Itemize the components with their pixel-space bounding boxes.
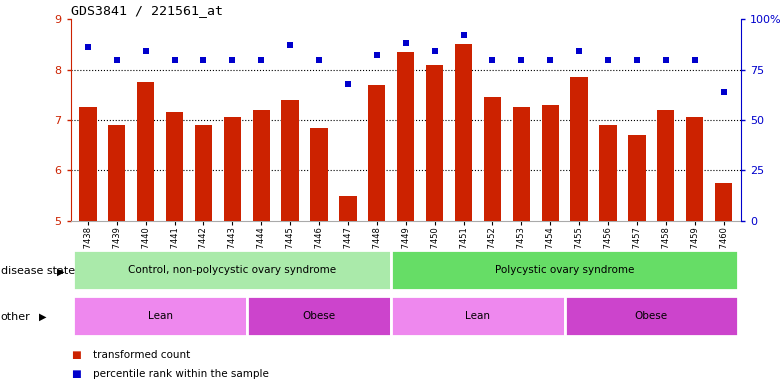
Point [371,53,383,59]
Point [428,48,441,55]
Point [140,48,152,55]
Text: ▶: ▶ [39,312,47,322]
Bar [628,135,645,221]
Text: Lean: Lean [466,311,491,321]
Point [601,56,614,63]
Bar [599,125,617,221]
Text: ■: ■ [71,350,80,360]
Text: ■: ■ [71,369,80,379]
Bar [74,250,391,290]
Point [255,56,267,63]
Point [717,89,730,95]
Point [573,48,586,55]
Bar [426,65,443,221]
Bar [339,195,357,221]
Text: Obese: Obese [635,311,668,321]
Bar [657,110,674,221]
Point [486,56,499,63]
Bar [368,85,386,221]
Bar [310,127,328,221]
Point [198,56,210,63]
Point [688,56,701,63]
Point [457,32,470,38]
Point [515,56,528,63]
Bar [391,296,564,336]
Bar [74,296,247,336]
Bar [247,296,391,336]
Point [226,56,238,63]
Bar [223,118,241,221]
Text: percentile rank within the sample: percentile rank within the sample [93,369,268,379]
Bar [108,125,125,221]
Text: ▶: ▶ [57,266,65,276]
Text: other: other [1,312,31,322]
Bar [281,100,299,221]
Bar [564,296,738,336]
Text: transformed count: transformed count [93,350,190,360]
Bar [166,113,183,221]
Bar [137,82,154,221]
Point [169,56,181,63]
Point [111,56,123,63]
Point [82,45,94,51]
Bar [686,118,703,221]
Bar [455,45,472,221]
Point [399,40,412,46]
Bar [571,77,588,221]
Point [659,56,672,63]
Bar [484,97,501,221]
Point [284,42,296,48]
Text: Obese: Obese [303,311,336,321]
Bar [252,110,270,221]
Text: disease state: disease state [1,266,75,276]
Bar [715,183,732,221]
Bar [513,108,530,221]
Text: Lean: Lean [147,311,172,321]
Point [544,56,557,63]
Bar [194,125,212,221]
Bar [79,108,96,221]
Bar [391,250,738,290]
Text: GDS3841 / 221561_at: GDS3841 / 221561_at [71,3,223,17]
Text: Polycystic ovary syndrome: Polycystic ovary syndrome [495,265,634,275]
Bar [397,52,415,221]
Point [313,56,325,63]
Point [342,81,354,87]
Bar [542,105,559,221]
Text: Control, non-polycystic ovary syndrome: Control, non-polycystic ovary syndrome [129,265,336,275]
Point [630,56,643,63]
